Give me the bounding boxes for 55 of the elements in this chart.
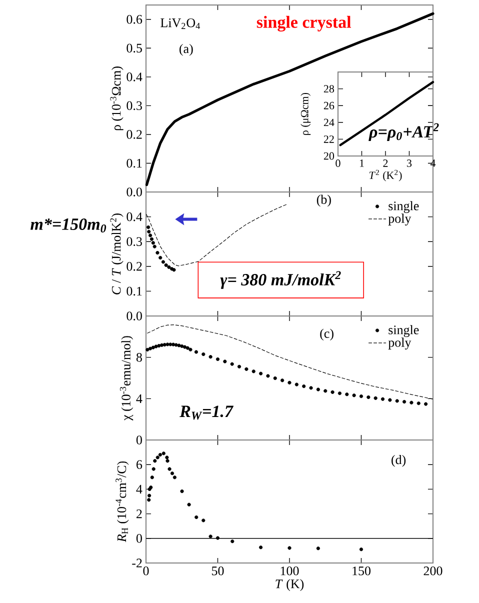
x-axis-title: T (K) <box>276 579 304 591</box>
x-tick-label: 1 <box>360 160 364 167</box>
text: m*=150m$_{0}$ <box>30 218 106 232</box>
annotation: R$_{W}$=1.7 <box>180 406 234 420</box>
y-tick-label: 0.3 <box>126 101 142 110</box>
annotation: γ= 380 mJ/molK$^{2}$ <box>220 271 341 289</box>
annotation: LiV$_{2}$O$_{4}$ <box>160 18 200 29</box>
annotation: (b) <box>316 194 331 207</box>
legend-label: poly <box>388 214 412 226</box>
x-tick-label: 200 <box>424 566 442 576</box>
y-axis-title: χ (10$^{-3}$emu/mol) <box>120 336 134 420</box>
x-tick-label: 100 <box>280 566 299 576</box>
y-tick-label: 0.0 <box>126 188 142 196</box>
y-tick-label: 0.1 <box>126 158 142 168</box>
y-tick-label: 0 <box>136 534 142 543</box>
legend-label: single <box>388 201 419 213</box>
x-tick-label: 150 <box>352 566 370 576</box>
annotation: (c) <box>320 328 334 340</box>
y-tick-label: 0.5 <box>126 44 142 53</box>
y-tick-label: 22 <box>324 136 334 143</box>
x-tick-label: 0 <box>143 566 149 576</box>
y-axis-title: ρ (10$^{-3}$Ωcm) <box>110 66 124 130</box>
y-tick-label: 0.2 <box>126 130 142 139</box>
x-tick-label: 50 <box>212 566 224 576</box>
y-tick-label: 8 <box>136 352 142 362</box>
y-tick-label: 0.2 <box>126 262 142 271</box>
y-tick-label: 28 <box>324 85 334 93</box>
y-tick-label: 0.3 <box>126 237 142 246</box>
y-tick-label: 2 <box>136 509 142 518</box>
x-tick-label: 2 <box>383 160 388 167</box>
x-tick-label: 0 <box>336 160 340 167</box>
x-tick-label: 4 <box>430 160 436 167</box>
y-axis-title: R$_{H}$ (10$^{-4}$cm$^{3}$/C) <box>116 461 129 542</box>
y-tick-label: 0 <box>136 436 142 444</box>
y-tick-label: 0.4 <box>126 212 142 222</box>
annotation: (d) <box>392 455 406 467</box>
annotation: (a) <box>180 44 193 56</box>
y-axis-title: C / T (J/molK$^{2}$) <box>110 214 124 294</box>
y-tick-label: 0.1 <box>126 286 142 296</box>
y-tick-label: 0.0 <box>126 312 142 320</box>
x-tick-label: 3 <box>407 160 412 167</box>
y-tick-label: 4 <box>136 484 142 494</box>
y-tick-label: 20 <box>324 152 334 160</box>
y-tick-label: 24 <box>324 118 334 126</box>
y-tick-label: 6 <box>136 460 142 469</box>
legend-label: single <box>388 325 419 337</box>
y-tick-label: 0.4 <box>126 72 142 82</box>
annotation: single crystal <box>256 16 352 32</box>
y-tick-label: 26 <box>324 102 334 110</box>
y-tick-label: -2 <box>132 558 142 568</box>
legend-label: poly <box>388 338 412 350</box>
y-tick-label: 0.6 <box>126 14 142 24</box>
y-tick-label: 4 <box>136 394 142 403</box>
y-axis-title: ρ (μΩcm) <box>300 92 311 135</box>
x-axis-title: T$^{2}$ (K$^{2}$) <box>369 170 402 182</box>
